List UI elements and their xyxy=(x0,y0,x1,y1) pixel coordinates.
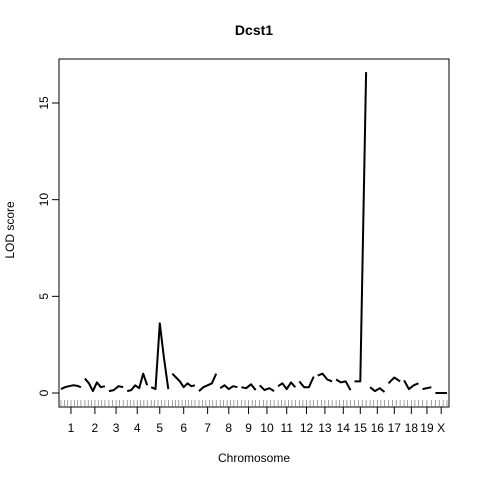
x-tick-label: 7 xyxy=(204,421,211,435)
lod-series-chr-16 xyxy=(369,386,386,393)
lod-series-chr-11 xyxy=(277,381,297,391)
x-tick-label: 1 xyxy=(68,421,75,435)
lod-series-chr-10 xyxy=(258,384,275,392)
marker-rug xyxy=(60,400,448,407)
chart-title: Dcst1 xyxy=(235,22,273,38)
y-axis-label: LOD score xyxy=(3,201,17,259)
x-axis: 1 2 3 4 5 6 7 8 9 10 11 12 13 14 15 16 17 18 19 X xyxy=(68,407,445,435)
x-tick-label: 5 xyxy=(156,421,163,435)
lod-series-chr-19 xyxy=(422,386,432,391)
lod-series-chr-4 xyxy=(126,372,149,393)
lod-series-chr-1 xyxy=(60,384,82,391)
lod-series-chr-15 xyxy=(354,72,368,383)
x-tick-label: X xyxy=(437,421,445,435)
x-tick-label: 4 xyxy=(134,421,141,435)
x-tick-label: 12 xyxy=(300,421,314,435)
x-tick-label: 2 xyxy=(92,421,99,435)
y-tick-label: 10 xyxy=(37,193,51,207)
x-tick-label: 9 xyxy=(245,421,252,435)
x-tick-label: 8 xyxy=(225,421,232,435)
lod-series-chr-14 xyxy=(335,378,352,391)
x-tick-label: 15 xyxy=(354,421,368,435)
x-tick-label: 17 xyxy=(388,421,402,435)
x-tick-label: 11 xyxy=(280,421,293,435)
lod-series-chr-3 xyxy=(108,385,124,393)
lod-series-chr-18 xyxy=(403,379,419,391)
lod-series-chr-7 xyxy=(198,373,218,392)
y-tick-label: 0 xyxy=(37,389,51,396)
lod-series-chr-8 xyxy=(219,384,238,391)
x-tick-label: 6 xyxy=(180,421,187,435)
lod-series-chr-9 xyxy=(241,383,257,391)
x-tick-label: 14 xyxy=(337,421,351,435)
lod-series-chr-6 xyxy=(171,372,196,389)
lod-curves xyxy=(60,72,447,394)
y-tick-label: 15 xyxy=(37,96,51,110)
x-tick-label: 3 xyxy=(113,421,120,435)
lod-series-chr-17 xyxy=(387,376,401,385)
x-tick-label: 18 xyxy=(405,421,419,435)
x-axis-label: Chromosome xyxy=(218,451,290,465)
lod-series-chr-5 xyxy=(150,322,170,391)
x-tick-label: 16 xyxy=(371,421,385,435)
x-tick-label: 10 xyxy=(260,421,274,435)
plot-frame xyxy=(58,58,450,408)
y-tick-label: 5 xyxy=(37,293,51,300)
lod-series-chr-2 xyxy=(84,377,106,393)
y-axis: 0 5 10 15 xyxy=(37,96,60,396)
x-tick-label: 13 xyxy=(318,421,332,435)
lod-series-chr-12 xyxy=(298,376,315,389)
x-tick-label: 19 xyxy=(420,421,434,435)
lod-series-chr-13 xyxy=(317,372,333,383)
